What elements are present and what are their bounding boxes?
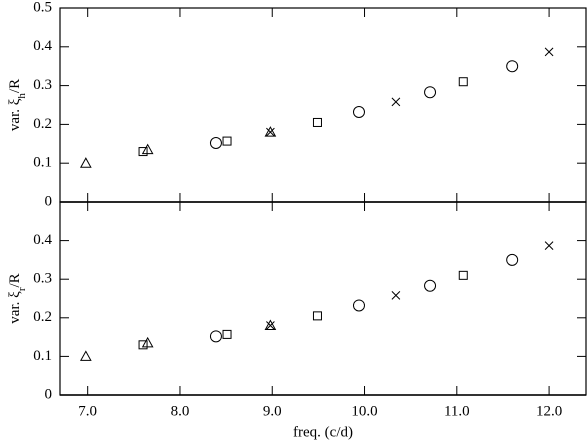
marker-circle <box>209 137 222 150</box>
y-tick-label: 0 <box>45 193 53 209</box>
marker-circle <box>506 253 519 266</box>
marker-triangle <box>264 126 277 137</box>
marker-square <box>312 311 322 321</box>
x-tick-label: 11.0 <box>444 403 470 419</box>
y-tick-label: 0 <box>45 386 53 402</box>
y-tick-label: 0.2 <box>33 116 52 132</box>
y-axis-label-part: /R <box>7 273 23 287</box>
x-tick-label: 12.0 <box>536 403 562 419</box>
x-tick-label: 8.0 <box>171 403 190 419</box>
plot-frame <box>59 7 587 203</box>
plot-frame <box>59 201 587 396</box>
marker-circle <box>424 279 437 292</box>
y-tick-label: 0.3 <box>33 271 52 287</box>
y-axis-label-part: var. ξ <box>7 291 23 324</box>
marker-cross <box>266 127 275 137</box>
marker-square <box>138 340 148 350</box>
marker-square <box>458 270 468 280</box>
y-tick-label: 0.1 <box>33 348 52 364</box>
y-axis-label-part: var. ξ <box>7 98 23 131</box>
y-axis-label-part: /R <box>7 79 23 93</box>
y-tick-label: 0.4 <box>33 232 52 248</box>
x-tick-label: 10.0 <box>351 403 377 419</box>
x-tick-label: 9.0 <box>263 403 282 419</box>
marker-triangle <box>79 157 92 168</box>
y-tick-label: 0.5 <box>33 0 52 15</box>
x-tick-label: 7.0 <box>78 403 97 419</box>
marker-square <box>222 136 232 146</box>
y-tick-label: 0.1 <box>33 155 52 171</box>
marker-square <box>222 329 232 339</box>
y-axis-label: var. ξh/R <box>7 79 27 131</box>
marker-circle <box>352 299 365 312</box>
marker-cross <box>544 241 554 250</box>
marker-circle <box>209 330 222 343</box>
marker-cross <box>391 97 401 107</box>
y-axis-label: var. ξr/R <box>7 273 27 323</box>
marker-circle <box>352 105 365 118</box>
marker-square <box>312 117 322 127</box>
y-tick-label: 0.4 <box>33 38 52 54</box>
y-axis-label-part: r <box>16 287 28 291</box>
marker-triangle <box>141 143 154 155</box>
y-axis-label-part: h <box>16 93 28 99</box>
marker-cross <box>544 47 554 57</box>
marker-cross <box>266 321 275 330</box>
y-tick-label: 0.3 <box>33 77 52 93</box>
x-axis-label: freq. (c/d) <box>293 424 353 440</box>
marker-cross <box>391 291 401 300</box>
marker-triangle <box>264 319 277 331</box>
marker-triangle <box>79 350 92 361</box>
marker-circle <box>424 86 437 99</box>
marker-square <box>458 77 468 87</box>
marker-circle <box>506 60 519 73</box>
y-tick-label: 0.2 <box>33 309 52 325</box>
marker-triangle <box>141 336 154 348</box>
marker-square <box>138 147 148 157</box>
